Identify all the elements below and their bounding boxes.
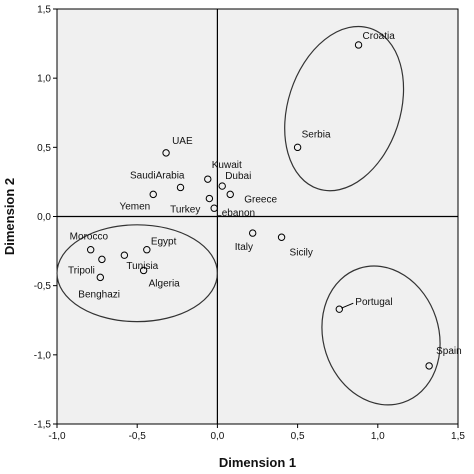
x-tick-label: -0,5 <box>129 431 147 442</box>
data-point: Tripoli <box>68 255 106 276</box>
point-marker <box>86 246 95 254</box>
point-marker <box>176 183 185 192</box>
point-label: SaudiArabia <box>130 170 185 181</box>
y-tick-label: 0,0 <box>37 212 51 223</box>
data-point: Tunisia <box>120 251 159 272</box>
y-tick-label: -1,5 <box>34 420 52 431</box>
point-label: Tripoli <box>68 265 95 276</box>
data-point: UAE <box>162 136 193 157</box>
x-tick-label: 1,5 <box>451 431 465 442</box>
point-label: Turkey <box>170 205 200 216</box>
data-point: Algeria <box>139 266 181 289</box>
data-point: SaudiArabia <box>130 170 185 192</box>
data-point: Morocco <box>70 232 109 254</box>
point-label: Egypt <box>151 237 177 248</box>
point-marker <box>162 149 170 157</box>
y-tick-label: 0,5 <box>37 143 51 154</box>
point-label: Yemen <box>119 201 150 212</box>
data-point: Portugal <box>335 297 393 313</box>
point-label: Croatia <box>363 31 396 42</box>
data-point: Kuwait <box>204 160 242 183</box>
point-marker <box>143 246 151 254</box>
point-marker <box>204 175 212 183</box>
point-label: Dubai <box>225 171 251 182</box>
data-point: Lebanon <box>210 204 255 219</box>
cluster-ellipses <box>56 25 441 406</box>
point-label: Kuwait <box>212 160 242 171</box>
x-axis-title: Dimension 1 <box>219 455 296 470</box>
point-marker <box>139 266 148 275</box>
point-label: Tunisia <box>126 261 158 272</box>
y-tick-label: -0,5 <box>34 281 52 292</box>
point-marker <box>248 229 257 237</box>
x-tick-label: 0,0 <box>210 431 224 442</box>
point-marker <box>277 233 286 241</box>
point-marker <box>293 143 302 152</box>
point-label: Algeria <box>149 278 181 289</box>
point-marker <box>98 255 106 264</box>
y-tick-label: -1,0 <box>34 350 52 361</box>
data-point: Serbia <box>293 129 331 152</box>
data-point: Italy <box>235 229 257 253</box>
data-point: Spain <box>425 346 462 370</box>
point-label: Greece <box>244 194 277 205</box>
point-label: UAE <box>172 136 193 147</box>
point-marker <box>226 190 234 199</box>
point-marker <box>210 204 218 212</box>
point-label: Lebanon <box>216 208 255 219</box>
point-marker <box>96 273 105 282</box>
point-marker <box>149 190 157 199</box>
y-axis-title: Dimension 2 <box>2 178 17 255</box>
y-tick-label: 1,0 <box>37 74 51 85</box>
point-marker <box>218 182 226 190</box>
data-point: Egypt <box>143 237 177 254</box>
cluster-ellipse <box>56 224 218 323</box>
point-label: Morocco <box>70 232 109 243</box>
point-marker <box>335 305 344 313</box>
data-point: Sicily <box>277 233 313 258</box>
data-point: Dubai <box>218 171 251 190</box>
point-marker <box>354 41 363 49</box>
x-tick-label: 1,0 <box>371 431 385 442</box>
reference-lines <box>57 9 458 424</box>
point-label: Serbia <box>302 129 331 140</box>
x-axis-ticks: -1,0 -0,5 0,0 0,5 1,0 1,5 <box>48 424 465 442</box>
point-marker <box>425 362 433 370</box>
data-points: Croatia Serbia UAE Kuwait SaudiArabia Dubai Gr… <box>68 31 462 370</box>
point-label: Spain <box>436 346 462 357</box>
data-point: Turkey <box>170 194 214 216</box>
point-marker <box>120 251 129 259</box>
data-point: Yemen <box>119 190 157 212</box>
cluster-ellipse <box>321 265 441 406</box>
data-point: Benghazi <box>78 273 120 300</box>
point-label: Benghazi <box>78 289 120 300</box>
x-tick-label: 0,5 <box>291 431 305 442</box>
point-label: Italy <box>235 242 253 253</box>
x-tick-label: -1,0 <box>48 431 66 442</box>
point-label: Portugal <box>355 297 392 308</box>
y-axis-ticks: 1,5 1,0 0,5 0,0 -0,5 -1,0 -1,5 <box>34 5 57 431</box>
data-point: Greece <box>226 190 277 205</box>
point-label: Sicily <box>290 247 313 258</box>
cluster-ellipse <box>284 25 405 192</box>
point-marker <box>205 194 214 203</box>
portugal-leader-line <box>341 302 354 309</box>
y-tick-label: 1,5 <box>37 5 51 16</box>
data-point: Croatia <box>354 31 396 49</box>
